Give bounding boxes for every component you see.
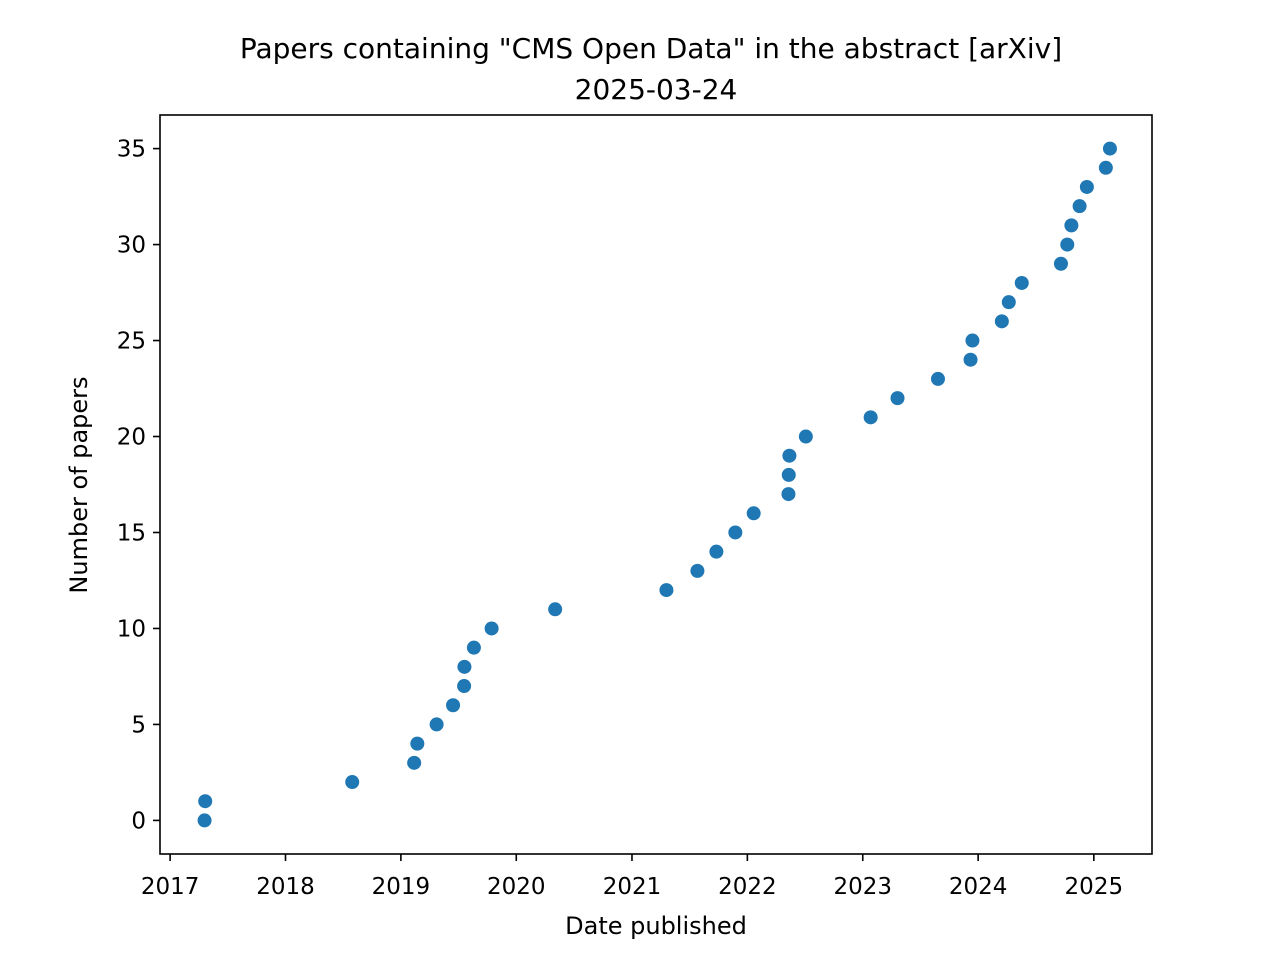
x-tick-label: 2020	[487, 874, 546, 900]
data-point	[484, 621, 499, 636]
data-point	[965, 333, 980, 348]
data-point	[429, 717, 444, 732]
data-point	[728, 525, 743, 540]
data-point	[446, 698, 461, 713]
data-point	[863, 410, 878, 425]
data-point	[466, 640, 481, 655]
y-tick-label: 0	[131, 808, 146, 834]
data-point	[963, 352, 978, 367]
data-point	[709, 544, 724, 559]
data-point	[1064, 218, 1079, 233]
y-tick-label: 25	[117, 329, 146, 355]
data-point	[890, 391, 905, 406]
y-tick-label: 10	[117, 616, 146, 642]
y-axis-ticks: 0 5 10 15 20 25 30 35	[117, 137, 160, 834]
plot-frame	[159, 114, 1153, 855]
data-points	[197, 141, 1117, 828]
x-axis-label: Date published	[565, 912, 747, 940]
x-axis-ticks: 2017 2018 2019 2020 2021 2022 2023 2024 2025	[141, 854, 1123, 900]
data-point	[457, 679, 472, 694]
data-point	[345, 775, 360, 790]
y-tick-label: 15	[117, 520, 146, 546]
data-point	[407, 755, 422, 770]
y-tick-label: 5	[131, 712, 146, 738]
data-point	[746, 506, 761, 521]
data-point	[457, 659, 472, 674]
x-tick-label: 2017	[141, 874, 200, 900]
data-point	[781, 487, 796, 502]
data-point	[690, 563, 705, 578]
chart-title: Papers containing "CMS Open Data" in the…	[240, 32, 1062, 65]
data-point	[1001, 295, 1016, 310]
x-tick-label: 2022	[718, 874, 777, 900]
x-tick-label: 2019	[372, 874, 431, 900]
y-tick-label: 35	[117, 137, 146, 163]
data-point	[1079, 179, 1094, 194]
data-point	[930, 371, 945, 386]
data-point	[1014, 275, 1029, 290]
y-tick-label: 30	[117, 233, 146, 259]
data-point	[1072, 199, 1087, 214]
data-point	[798, 429, 813, 444]
data-point	[782, 448, 797, 463]
y-axis-label: Number of papers	[65, 376, 93, 593]
data-point	[548, 602, 563, 617]
x-tick-label: 2024	[949, 874, 1008, 900]
y-tick-label: 20	[117, 425, 146, 451]
data-point	[197, 813, 212, 828]
x-tick-label: 2018	[256, 874, 315, 900]
x-tick-label: 2023	[833, 874, 892, 900]
x-tick-label: 2021	[603, 874, 662, 900]
data-point	[1053, 256, 1068, 271]
data-point	[198, 794, 213, 809]
data-point	[994, 314, 1009, 329]
data-point	[410, 736, 425, 751]
data-point	[781, 467, 796, 482]
data-point	[1098, 160, 1113, 175]
data-point	[1102, 141, 1117, 156]
data-point	[659, 583, 674, 598]
x-tick-label: 2025	[1065, 874, 1124, 900]
data-point	[1060, 237, 1075, 252]
chart-subtitle: 2025-03-24	[575, 73, 738, 106]
